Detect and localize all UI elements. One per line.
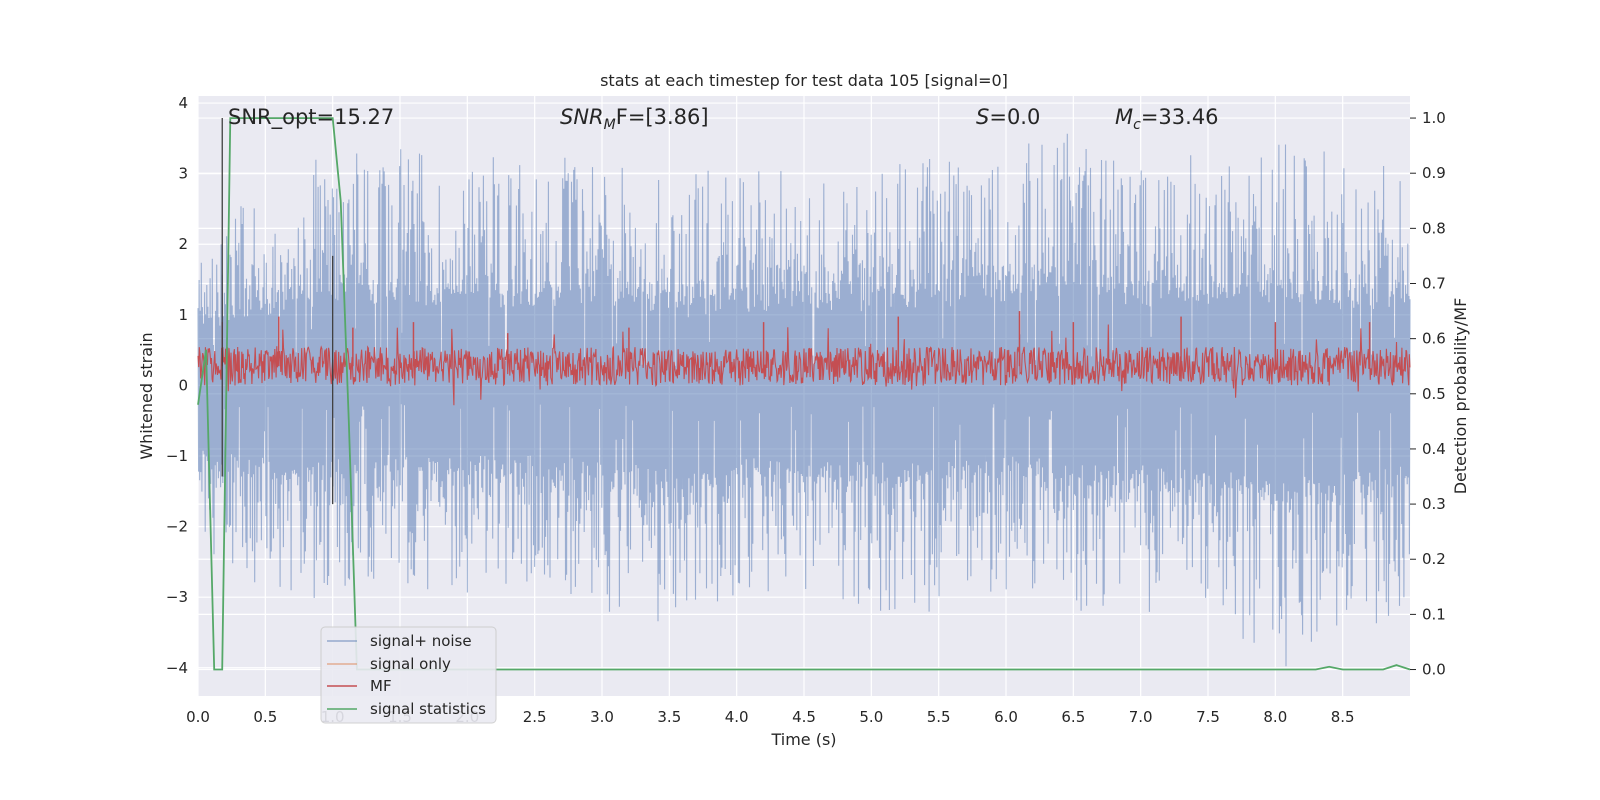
x-tick-label: 7.0 xyxy=(1129,708,1153,726)
y-tick-label: 0 xyxy=(178,376,188,394)
legend-label-signal-only: signal only xyxy=(370,655,451,673)
y-tick-label-right: 0.3 xyxy=(1422,495,1446,513)
y-tick-label-right: 0.0 xyxy=(1422,661,1446,679)
x-tick-label: 0.0 xyxy=(186,708,210,726)
y-axis-label: Whitened strain xyxy=(137,332,156,459)
signal-noise-line xyxy=(197,133,1411,667)
x-ticks: 0.00.51.01.52.02.53.03.54.04.55.05.56.06… xyxy=(186,708,1355,726)
mf-series xyxy=(197,311,1411,406)
annotation-s: S=0.0 xyxy=(976,105,1040,129)
y-tick-label-right: 0.5 xyxy=(1422,385,1446,403)
legend-label-signal-noise: signal+ noise xyxy=(370,632,472,650)
vertical-markers xyxy=(221,118,334,505)
x-tick-label: 5.0 xyxy=(859,708,883,726)
y-tick-label-right: 0.8 xyxy=(1422,219,1446,237)
x-tick-label: 3.5 xyxy=(657,708,681,726)
y-tick-label: 2 xyxy=(178,235,188,253)
annotation-mc: Mc=33.46 xyxy=(1115,105,1219,133)
legend-label-mf: MF xyxy=(370,677,392,695)
y-tick-label: −2 xyxy=(166,518,188,536)
legend-box xyxy=(320,626,497,724)
x-tick-label: 7.5 xyxy=(1196,708,1220,726)
chart-title: stats at each timestep for test data 105… xyxy=(600,71,1008,90)
y-ticks-right: 0.0 0.1 0.2 0.3 0.4 0.5 0.6 0.7 0.8 0.9 1.0 xyxy=(1410,109,1446,679)
y-tick-label-right: 0.9 xyxy=(1422,164,1446,182)
x-tick-label: 8.0 xyxy=(1263,708,1287,726)
x-tick-label: 5.5 xyxy=(927,708,951,726)
y-tick-label-right: 0.7 xyxy=(1422,275,1446,293)
y-tick-label: 1 xyxy=(178,306,188,324)
y-tick-label: −1 xyxy=(166,447,188,465)
x-tick-label: 2.5 xyxy=(523,708,547,726)
x-tick-label: 3.0 xyxy=(590,708,614,726)
y-tick-label-right: 0.6 xyxy=(1422,330,1446,348)
legend-label-signal-statistics: signal statistics xyxy=(370,700,486,718)
y-tick-label: −3 xyxy=(166,588,188,606)
y-ticks-left: −4 −3 −2 −1 0 1 2 3 4 xyxy=(166,94,188,677)
y-tick-label: 4 xyxy=(178,94,188,112)
y-tick-label-right: 0.4 xyxy=(1422,440,1446,458)
annotation-snr-opt: SNR_opt=15.27 xyxy=(228,105,394,130)
y-tick-label: 3 xyxy=(178,165,188,183)
signal-noise-series xyxy=(197,133,1411,667)
y-axis-label-right: Detection probability/MF xyxy=(1451,298,1470,495)
y-tick-label-right: 0.1 xyxy=(1422,605,1446,623)
x-tick-label: 4.0 xyxy=(725,708,749,726)
mf-line xyxy=(197,324,1411,406)
x-tick-label: 4.5 xyxy=(792,708,816,726)
legend: signal+ noise signal only MF signal stat… xyxy=(320,626,497,724)
annotation-snr-mf: SNRMF=[3.86] xyxy=(560,105,709,133)
x-tick-label: 0.5 xyxy=(253,708,277,726)
x-tick-label: 6.0 xyxy=(994,708,1018,726)
y-tick-label: −4 xyxy=(166,659,188,677)
x-tick-label: 6.5 xyxy=(1061,708,1085,726)
x-axis-label: Time (s) xyxy=(770,730,836,749)
x-tick-label: 8.5 xyxy=(1331,708,1355,726)
y-tick-label-right: 0.2 xyxy=(1422,550,1446,568)
y-tick-label-right: 1.0 xyxy=(1422,109,1446,127)
